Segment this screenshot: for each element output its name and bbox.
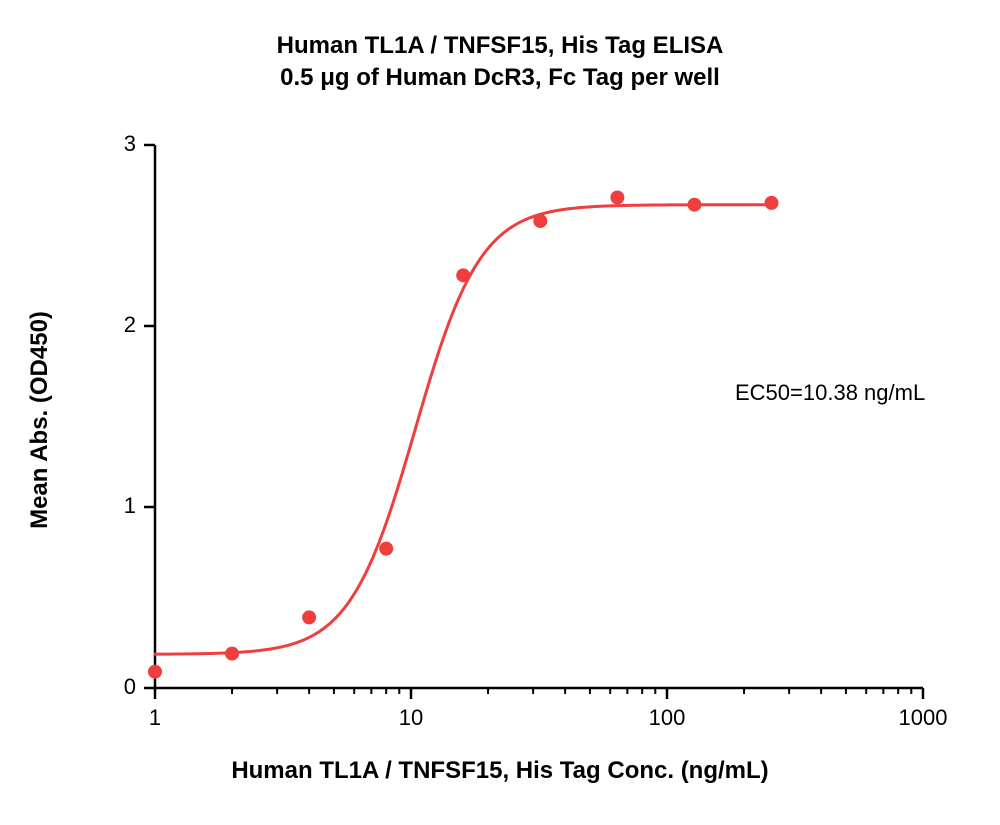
- tick-label: 10: [361, 705, 461, 731]
- tick-label: 3: [84, 131, 136, 157]
- tick-label: 2: [84, 312, 136, 338]
- tick-label: 1: [84, 493, 136, 519]
- chart-svg: [0, 0, 1000, 825]
- data-point: [687, 198, 701, 212]
- data-point: [379, 542, 393, 556]
- tick-label: 1000: [873, 705, 973, 731]
- tick-label: 100: [617, 705, 717, 731]
- data-point: [533, 214, 547, 228]
- data-point: [302, 610, 316, 624]
- data-point: [225, 647, 239, 661]
- data-point: [456, 268, 470, 282]
- tick-label: 1: [105, 705, 205, 731]
- tick-label: 0: [84, 674, 136, 700]
- elisa-chart: Human TL1A / TNFSF15, His Tag ELISA 0.5 …: [0, 0, 1000, 825]
- data-point: [148, 665, 162, 679]
- data-point: [610, 190, 624, 204]
- data-point: [765, 196, 779, 210]
